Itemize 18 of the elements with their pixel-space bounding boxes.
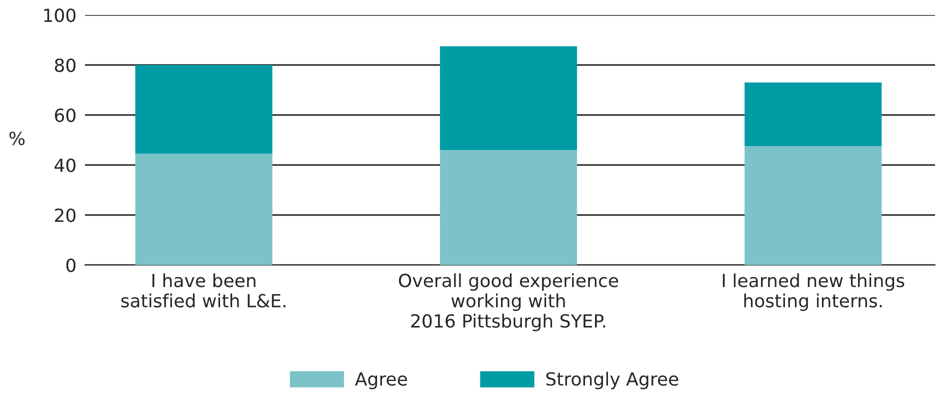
- y-tick-label: 60: [54, 108, 76, 122]
- y-tick-label: 40: [54, 158, 76, 172]
- y-tick-label: 0: [66, 258, 76, 272]
- bar: [135, 154, 272, 265]
- bar: [440, 150, 578, 265]
- x-tick-label: I have been satisfied with L&E.: [121, 273, 286, 308]
- y-tick-label: 100: [44, 8, 76, 22]
- bar: [135, 65, 272, 154]
- x-tick-label: I learned new things hosting interns.: [722, 273, 904, 312]
- x-tick-label: Overall good experience working with 2016 Pittsburgh SYEP.: [398, 273, 618, 332]
- y-tick-label: 20: [55, 208, 76, 222]
- bar: [440, 46, 578, 150]
- bar: [744, 146, 882, 265]
- y-axis-title: %: [9, 132, 25, 146]
- legend-label: Agree: [355, 372, 407, 390]
- legend-label: Strongly Agree: [546, 372, 678, 390]
- y-tick-label: 80: [54, 58, 76, 72]
- bar: [744, 82, 882, 146]
